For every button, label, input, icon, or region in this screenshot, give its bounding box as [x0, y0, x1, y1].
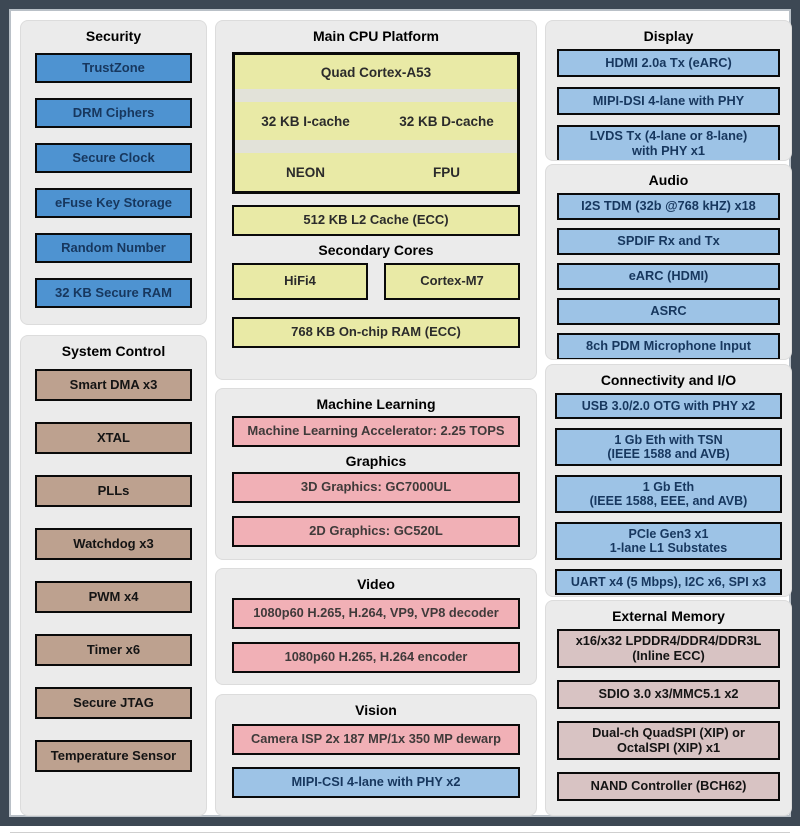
graphics-title: Graphics	[345, 453, 407, 469]
system-control-item: Secure JTAG	[35, 687, 192, 719]
security-item: Random Number	[35, 233, 192, 263]
system-control-panel: System Control Smart DMA x3 XTAL PLLs Watch…	[20, 335, 207, 816]
audio-item: SPDIF Rx and Tx	[557, 228, 780, 255]
external-memory-panel: External Memory x16/x32 LPDDR4/DDR4/DDR3…	[545, 600, 792, 816]
display-title: Display	[643, 28, 694, 44]
connectivity-item: 1 Gb Eth (IEEE 1588, EEE, and AVB)	[555, 475, 782, 513]
display-item: HDMI 2.0a Tx (eARC)	[557, 49, 780, 77]
system-control-item: PWM x4	[35, 581, 192, 613]
vision-item: MIPI-CSI 4-lane with PHY x2	[232, 767, 520, 798]
video-title: Video	[357, 576, 395, 592]
external-memory-item-list: x16/x32 LPDDR4/DDR4/DDR3L (Inline ECC) SD…	[546, 628, 791, 815]
audio-item-list: I2S TDM (32b @768 kHZ) x18 SPDIF Rx and T…	[546, 192, 791, 359]
ml-accelerator-box: Machine Learning Accelerator: 2.25 TOPS	[232, 416, 520, 447]
icache-cell: 32 KB I-cache	[261, 113, 350, 129]
vision-item-list: Camera ISP 2x 187 MP/1x 350 MP dewarp MIP…	[216, 722, 536, 815]
security-item: eFuse Key Storage	[35, 188, 192, 218]
quad-block-divider	[235, 89, 517, 102]
system-control-item: XTAL	[35, 422, 192, 454]
audio-item: I2S TDM (32b @768 kHZ) x18	[557, 193, 780, 220]
main-cpu-title: Main CPU Platform	[312, 28, 439, 44]
machine-learning-body: Machine Learning Accelerator: 2.25 TOPS …	[216, 416, 536, 557]
l2-cache-box: 512 KB L2 Cache (ECC)	[232, 205, 520, 236]
security-item: DRM Ciphers	[35, 98, 192, 128]
external-memory-item: Dual-ch QuadSPI (XIP) or OctalSPI (XIP) …	[557, 721, 780, 760]
display-item: LVDS Tx (4-lane or 8-lane) with PHY x1	[557, 125, 780, 160]
video-item-list: 1080p60 H.265, H.264, VP9, VP8 decoder 10…	[216, 596, 536, 684]
external-memory-item: x16/x32 LPDDR4/DDR4/DDR3L (Inline ECC)	[557, 629, 780, 668]
quad-cortex-a53-block: Quad Cortex-A53 32 KB I-cache 32 KB D-ca…	[232, 52, 520, 194]
system-control-item: Timer x6	[35, 634, 192, 666]
security-item: 32 KB Secure RAM	[35, 278, 192, 308]
display-item: MIPI-DSI 4-lane with PHY	[557, 87, 780, 115]
external-memory-title: External Memory	[612, 608, 725, 624]
neon-fpu-row: NEON FPU	[235, 153, 517, 191]
connectivity-item: USB 3.0/2.0 OTG with PHY x2	[555, 393, 782, 419]
hifi4-box: HiFi4	[232, 263, 368, 300]
video-panel: Video 1080p60 H.265, H.264, VP9, VP8 dec…	[215, 568, 537, 685]
vision-title: Vision	[355, 702, 397, 718]
quad-block-divider	[235, 140, 517, 153]
graphics-2d-box: 2D Graphics: GC520L	[232, 516, 520, 547]
fpu-cell: FPU	[433, 164, 460, 180]
audio-item: ASRC	[557, 298, 780, 325]
video-item: 1080p60 H.265, H.264 encoder	[232, 642, 520, 673]
external-memory-item: SDIO 3.0 x3/MMC5.1 x2	[557, 680, 780, 709]
audio-item: 8ch PDM Microphone Input	[557, 333, 780, 359]
audio-title: Audio	[648, 172, 689, 188]
main-cpu-body: Quad Cortex-A53 32 KB I-cache 32 KB D-ca…	[216, 48, 536, 379]
system-control-item: Temperature Sensor	[35, 740, 192, 772]
secondary-cores-title: Secondary Cores	[318, 242, 434, 258]
machine-learning-panel: Machine Learning Machine Learning Accele…	[215, 388, 537, 560]
cache-row: 32 KB I-cache 32 KB D-cache	[235, 102, 517, 140]
connectivity-title: Connectivity and I/O	[600, 372, 737, 388]
system-control-title: System Control	[61, 343, 166, 359]
neon-cell: NEON	[285, 164, 325, 180]
video-item: 1080p60 H.265, H.264, VP9, VP8 decoder	[232, 598, 520, 629]
connectivity-panel: Connectivity and I/O USB 3.0/2.0 OTG wit…	[545, 364, 792, 597]
dcache-cell: 32 KB D-cache	[399, 113, 494, 129]
security-title: Security	[85, 28, 142, 44]
onchip-ram-box: 768 KB On-chip RAM (ECC)	[232, 317, 520, 348]
security-item: Secure Clock	[35, 143, 192, 173]
quad-cortex-a53-label: Quad Cortex-A53	[320, 64, 432, 80]
system-control-item: Smart DMA x3	[35, 369, 192, 401]
audio-item: eARC (HDMI)	[557, 263, 780, 290]
cortex-m7-box: Cortex-M7	[384, 263, 520, 300]
audio-panel: Audio I2S TDM (32b @768 kHZ) x18 SPDIF Rx…	[545, 164, 792, 360]
page-bottom-line	[10, 832, 790, 833]
vision-item: Camera ISP 2x 187 MP/1x 350 MP dewarp	[232, 724, 520, 755]
secondary-cores-row: HiFi4 Cortex-M7	[232, 263, 520, 300]
main-cpu-panel: Main CPU Platform Quad Cortex-A53 32 KB …	[215, 20, 537, 380]
display-item-list: HDMI 2.0a Tx (eARC) MIPI-DSI 4-lane with …	[546, 48, 791, 160]
connectivity-item: UART x4 (5 Mbps), I2C x6, SPI x3	[555, 569, 782, 595]
graphics-3d-box: 3D Graphics: GC7000UL	[232, 472, 520, 503]
display-panel: Display HDMI 2.0a Tx (eARC) MIPI-DSI 4-la…	[545, 20, 792, 161]
system-control-item: Watchdog x3	[35, 528, 192, 560]
connectivity-item-list: USB 3.0/2.0 OTG with PHY x2 1 Gb Eth with…	[546, 392, 791, 596]
system-control-item-list: Smart DMA x3 XTAL PLLs Watchdog x3 PWM x4 Tim…	[21, 363, 206, 815]
security-item: TrustZone	[35, 53, 192, 83]
security-item-list: TrustZone DRM Ciphers Secure Clock eFuse Ke…	[21, 48, 206, 324]
vision-panel: Vision Camera ISP 2x 187 MP/1x 350 MP de…	[215, 694, 537, 816]
connectivity-item: 1 Gb Eth with TSN (IEEE 1588 and AVB)	[555, 428, 782, 466]
security-panel: Security TrustZone DRM Ciphers Secure Cloc…	[20, 20, 207, 325]
connectivity-item: PCIe Gen3 x1 1-lane L1 Substates	[555, 522, 782, 560]
machine-learning-title: Machine Learning	[316, 396, 436, 412]
external-memory-item: NAND Controller (BCH62)	[557, 772, 780, 801]
system-control-item: PLLs	[35, 475, 192, 507]
